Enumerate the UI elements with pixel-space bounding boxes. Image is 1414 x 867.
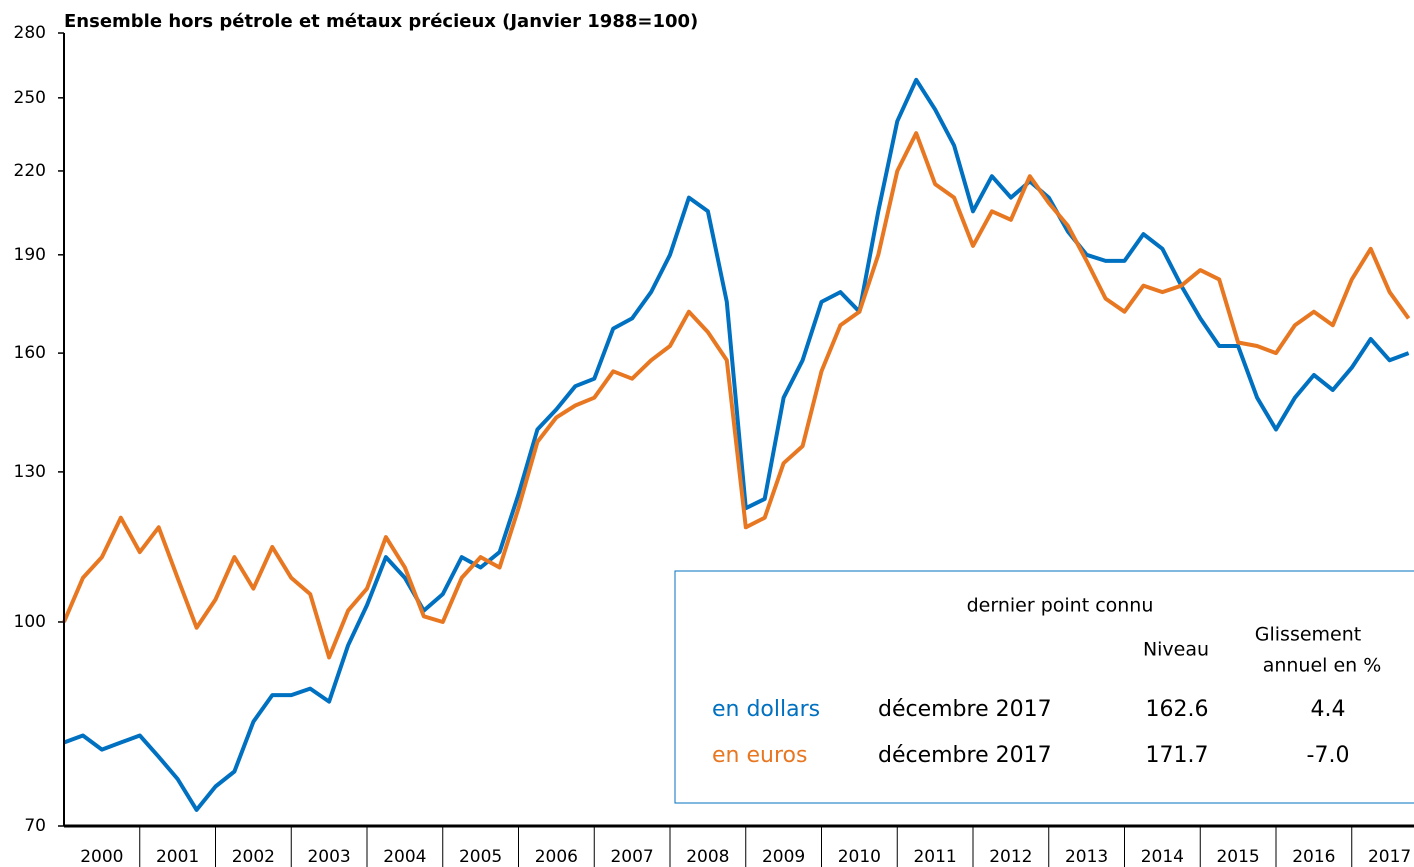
y-tick-label: 100 [14,612,46,632]
x-tick-label: 2008 [686,847,729,867]
col-header: Niveau [1143,639,1209,661]
col-header: Glissement [1255,624,1361,646]
y-tick-label: 220 [14,161,46,181]
row-date: décembre 2017 [878,697,1052,722]
chart-title: Ensemble hors pétrole et métaux précieux… [64,11,698,32]
x-tick-label: 2000 [80,847,123,867]
x-tick-label: 2001 [156,847,199,867]
series-line [62,131,1411,660]
y-tick-label: 250 [14,88,46,108]
x-tick-label: 2017 [1368,847,1411,867]
legend-label: en dollars [712,697,820,722]
x-tick-label: 2005 [459,847,502,867]
info-title: dernier point connu [967,595,1154,617]
x-tick-label: 2011 [913,847,956,867]
x-tick-label: 2007 [610,847,653,867]
x-tick-label: 2006 [535,847,578,867]
row-change: 4.4 [1311,697,1346,722]
legend-label: en euros [712,743,807,768]
x-tick-label: 2003 [307,847,350,867]
col-header: annuel en % [1263,655,1382,677]
x-tick-label: 2015 [1216,847,1259,867]
series-line [63,77,1410,812]
y-tick-label: 70 [24,816,46,836]
x-tick-label: 2002 [232,847,275,867]
y-tick-label: 190 [14,245,46,265]
row-date: décembre 2017 [878,743,1052,768]
row-level: 162.6 [1146,697,1209,722]
y-tick-label: 160 [14,343,46,363]
y-tick-label: 280 [14,23,46,43]
y-tick-label: 130 [14,462,46,482]
row-change: -7.0 [1307,743,1350,768]
info-box [674,570,1414,804]
x-tick-label: 2004 [383,847,426,867]
x-tick-label: 2014 [1141,847,1184,867]
x-tick-label: 2010 [838,847,881,867]
x-tick-label: 2013 [1065,847,1108,867]
row-level: 171.7 [1146,743,1209,768]
x-tick-label: 2016 [1292,847,1335,867]
x-tick-label: 2009 [762,847,805,867]
x-tick-label: 2012 [989,847,1032,867]
